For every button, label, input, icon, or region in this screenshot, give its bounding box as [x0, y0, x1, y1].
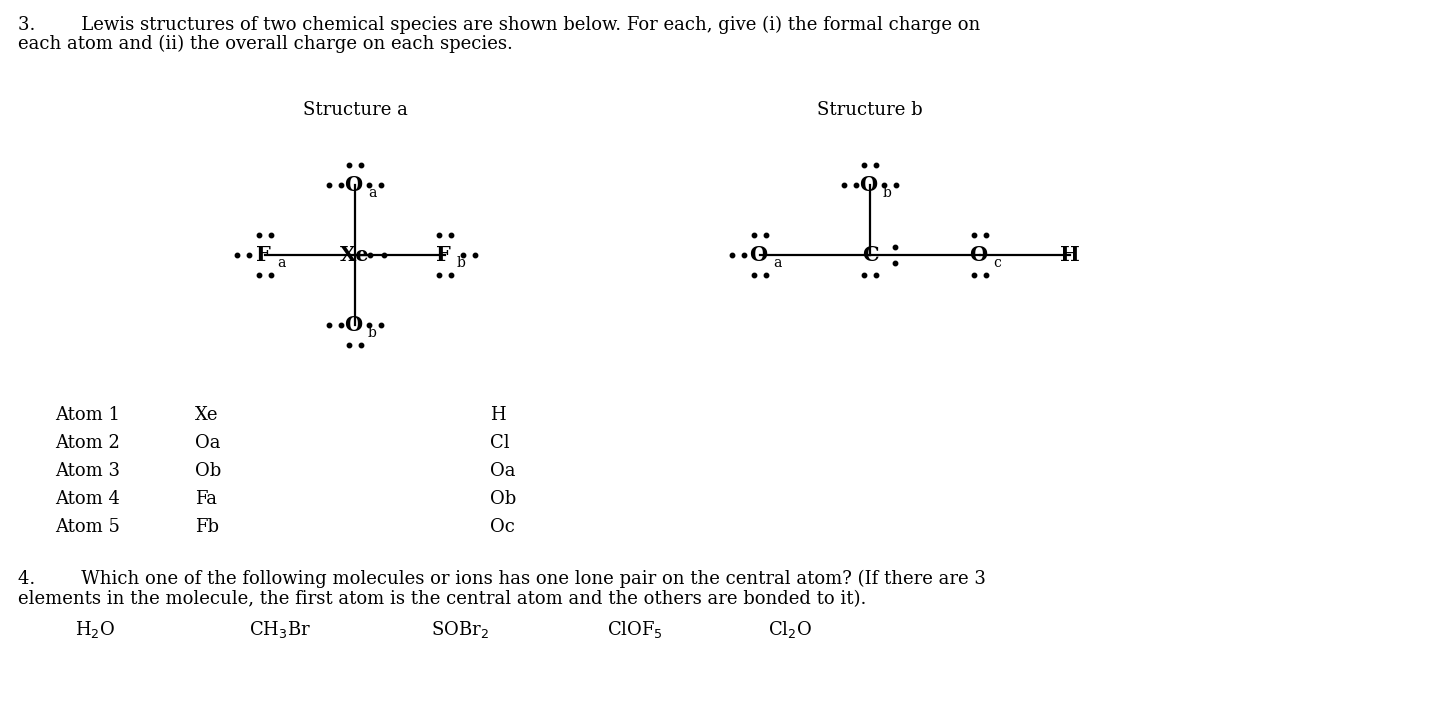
- Text: O: O: [860, 175, 877, 195]
- Text: Structure a: Structure a: [302, 101, 408, 119]
- Text: a: a: [277, 256, 286, 270]
- Text: Oc: Oc: [489, 518, 515, 536]
- Text: Oa: Oa: [195, 434, 221, 452]
- Text: Cl$_2$O: Cl$_2$O: [768, 620, 812, 641]
- Text: a: a: [367, 186, 376, 200]
- Text: elements in the molecule, the first atom is the central atom and the others are : elements in the molecule, the first atom…: [17, 590, 867, 608]
- Text: C: C: [861, 245, 878, 265]
- Text: Fb: Fb: [195, 518, 219, 536]
- Text: Atom 5: Atom 5: [55, 518, 121, 536]
- Text: Cl: Cl: [489, 434, 510, 452]
- Text: 4.        Which one of the following molecules or ions has one lone pair on the : 4. Which one of the following molecules …: [17, 570, 986, 588]
- Text: a: a: [772, 256, 781, 270]
- Text: b: b: [367, 326, 378, 340]
- Text: b: b: [457, 256, 466, 270]
- Text: H: H: [489, 406, 505, 424]
- Text: Xe: Xe: [195, 406, 218, 424]
- Text: Oa: Oa: [489, 462, 515, 480]
- Text: F: F: [256, 245, 270, 265]
- Text: Fa: Fa: [195, 490, 216, 508]
- Text: Atom 1: Atom 1: [55, 406, 121, 424]
- Text: O: O: [968, 245, 987, 265]
- Text: each atom and (ii) the overall charge on each species.: each atom and (ii) the overall charge on…: [17, 35, 513, 54]
- Text: O: O: [344, 315, 362, 335]
- Text: Xe: Xe: [340, 245, 370, 265]
- Text: F: F: [436, 245, 450, 265]
- Text: O: O: [344, 175, 362, 195]
- Text: Ob: Ob: [195, 462, 221, 480]
- Text: CH$_3$Br: CH$_3$Br: [248, 620, 311, 641]
- Text: H$_2$O: H$_2$O: [76, 620, 115, 641]
- Text: Atom 4: Atom 4: [55, 490, 121, 508]
- Text: c: c: [993, 256, 1000, 270]
- Text: Atom 3: Atom 3: [55, 462, 121, 480]
- Text: b: b: [883, 186, 892, 200]
- Text: Atom 2: Atom 2: [55, 434, 121, 452]
- Text: H: H: [1060, 245, 1080, 265]
- Text: Ob: Ob: [489, 490, 517, 508]
- Text: ClOF$_5$: ClOF$_5$: [607, 620, 664, 641]
- Text: SOBr$_2$: SOBr$_2$: [431, 620, 489, 641]
- Text: O: O: [749, 245, 767, 265]
- Text: 3.        Lewis structures of two chemical species are shown below. For each, gi: 3. Lewis structures of two chemical spec…: [17, 16, 980, 34]
- Text: Structure b: Structure b: [817, 101, 923, 119]
